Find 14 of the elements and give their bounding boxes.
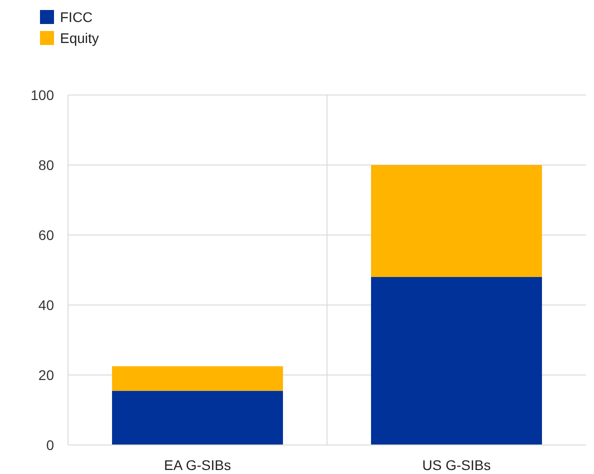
y-tick-label: 20 <box>38 366 54 383</box>
y-tick-label: 0 <box>46 436 54 453</box>
y-tick-label: 100 <box>30 86 54 103</box>
bar <box>112 390 283 445</box>
x-tick-label: US G-SIBs <box>422 457 491 473</box>
y-tick-label: 40 <box>38 296 54 313</box>
y-tick-label: 60 <box>38 226 54 243</box>
bar <box>371 165 542 277</box>
bar <box>112 366 283 391</box>
bar <box>371 277 542 445</box>
legend-label: Equity <box>60 30 99 46</box>
y-tick-label: 80 <box>38 156 54 173</box>
legend-label: FICC <box>60 8 93 25</box>
x-tick-label: EA G-SIBs <box>164 457 231 473</box>
